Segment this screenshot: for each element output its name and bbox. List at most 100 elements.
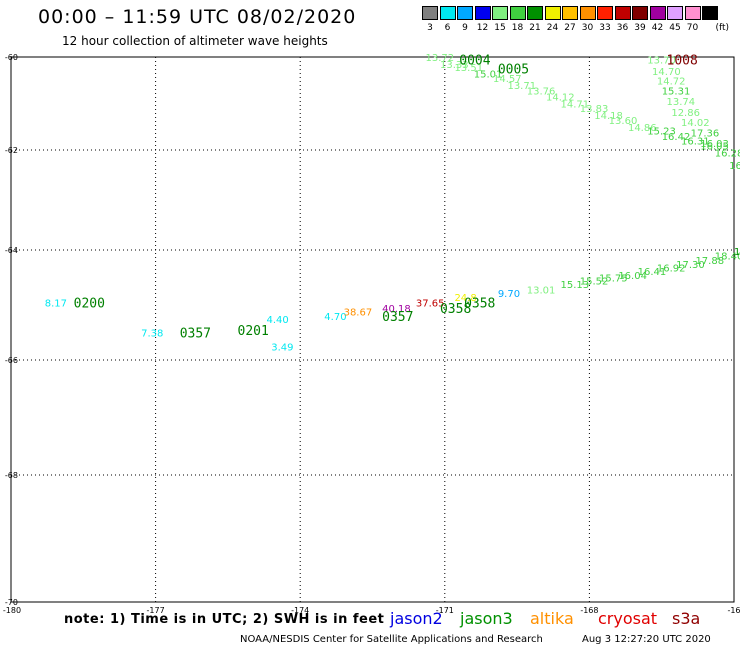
wave-height-value: 38.67 — [344, 308, 373, 319]
longitude-label: -171 — [436, 606, 454, 615]
wave-height-value: 15.13 — [560, 280, 589, 291]
wave-height-value: 13.01 — [527, 286, 556, 297]
time-label: 0201 — [238, 324, 269, 339]
legend-swatch — [474, 6, 491, 20]
wave-height-value: 16.41 — [638, 267, 667, 278]
legend-swatch — [579, 6, 596, 20]
time-label: 0005 — [498, 63, 529, 78]
wave-height-value: 40.18 — [382, 304, 411, 315]
wave-height-value: 16.42 — [662, 132, 691, 143]
time-label: 0004 — [459, 53, 490, 68]
wave-height-value: 7.38 — [141, 329, 163, 340]
wave-height-value: 14.70 — [652, 67, 681, 78]
legend-value: 18 — [511, 23, 524, 33]
legend-value: 30 — [581, 23, 594, 33]
wave-height-value: 8.17 — [45, 298, 67, 309]
legend-value: 70 — [686, 23, 699, 33]
legend-swatch — [492, 6, 508, 20]
legend-swatch — [457, 6, 473, 20]
legend-swatch — [632, 6, 648, 20]
wave-height-value: 13.60 — [609, 116, 638, 127]
wave-height-value: 17.30 — [676, 260, 705, 271]
longitude-label: -174 — [291, 606, 309, 615]
wave-height-value: 14.72 — [657, 76, 686, 87]
legend-value: 21 — [529, 23, 541, 33]
footer-timestamp: Aug 3 12:27:20 UTC 2020 — [582, 634, 711, 645]
latitude-label: -66 — [5, 356, 18, 365]
wave-height-value: 9.70 — [498, 289, 520, 300]
wave-height-value: 13.76 — [527, 86, 556, 97]
longitude-label: -168 — [580, 606, 598, 615]
wave-height-value: 17.88 — [695, 256, 724, 267]
mission-label: s3a — [672, 609, 701, 628]
legend-value: 3 — [427, 23, 433, 33]
legend-value: 39 — [634, 23, 646, 33]
wave-height-value: 16.03 — [700, 139, 729, 150]
footer-credit: NOAA/NESDIS Center for Satellite Applica… — [240, 634, 543, 645]
legend-swatch — [649, 6, 666, 20]
wave-height-value: 14.12 — [546, 93, 575, 104]
legend-swatch — [614, 6, 631, 20]
latitude-label: -70 — [5, 598, 18, 607]
legend-swatch — [702, 6, 718, 20]
wave-height-value: 13.71 — [507, 81, 536, 92]
legend-swatch — [544, 6, 561, 20]
legend-swatch — [562, 6, 578, 20]
legend-value: 15 — [494, 23, 506, 33]
wave-height-value: 16.04 — [618, 271, 647, 282]
wave-height-value: 14.71 — [560, 100, 589, 111]
wave-height-value: 16.28 — [715, 149, 740, 160]
wave-height-value: 17.36 — [691, 128, 720, 139]
longitude-label: -180 — [3, 606, 21, 615]
latitude-label: -68 — [5, 471, 18, 480]
wave-height-value: 18.40 — [715, 252, 740, 263]
time-label: 0358 — [464, 296, 495, 311]
wave-height-value: 14.02 — [681, 118, 710, 129]
legend-value: 6 — [444, 23, 451, 33]
wave-height-value: 16.92 — [657, 264, 686, 275]
wave-height-value: 14.86 — [628, 123, 657, 134]
mission-label: jason2 — [390, 609, 443, 628]
legend-value: 12 — [476, 23, 489, 33]
wave-height-value: 3.49 — [271, 342, 293, 353]
latitude-label: -62 — [5, 146, 18, 155]
legend-value: 27 — [564, 23, 576, 33]
latitude-label: -60 — [5, 53, 18, 62]
wave-height-value: 16.31 — [681, 137, 710, 148]
footer-note: note: 1) Time is in UTC; 2) SWH is in fe… — [64, 612, 385, 627]
legend-value: 9 — [462, 23, 468, 33]
legend-unit: (ft) — [715, 23, 730, 33]
wave-height-value: 15.23 — [647, 126, 676, 137]
wave-height-value: 13.83 — [580, 104, 609, 115]
wave-height-value: 19.20 — [734, 247, 740, 258]
wave-height-value: 15.75 — [599, 274, 628, 285]
wave-height-value: 4.40 — [266, 315, 288, 326]
map-frame — [10, 56, 735, 603]
time-label: 0358 — [440, 302, 471, 317]
wave-height-value: 4.70 — [324, 312, 346, 323]
time-label: 1008 — [667, 53, 698, 68]
wave-height-value: 13.72 — [426, 53, 455, 64]
mission-label: altika — [530, 609, 574, 628]
legend-swatch — [422, 6, 438, 20]
time-label: 0357 — [382, 310, 413, 325]
wave-height-value: 12.86 — [671, 108, 700, 119]
wave-height-value: 24.8 — [454, 293, 476, 304]
wave-height-value: 15.52 — [580, 276, 609, 287]
wave-height-value: 14.18 — [594, 111, 623, 122]
page-subtitle: 12 hour collection of altimeter wave hei… — [62, 34, 328, 48]
wave-height-value: 13.70 — [647, 55, 676, 66]
time-label: 0357 — [180, 327, 211, 342]
wave-height-value: 13.51 — [454, 63, 483, 74]
legend-swatch — [684, 6, 701, 20]
legend-swatch — [597, 6, 613, 20]
mission-label: jason3 — [460, 609, 513, 628]
legend-swatch — [509, 6, 526, 20]
longitude-label: -177 — [147, 606, 165, 615]
longitude-label: -16 — [727, 606, 740, 615]
wave-height-value: 14.57 — [493, 74, 522, 85]
legend-value: 45 — [669, 23, 681, 33]
legend-swatch — [667, 6, 683, 20]
wave-height-value: 15.31 — [662, 86, 691, 97]
